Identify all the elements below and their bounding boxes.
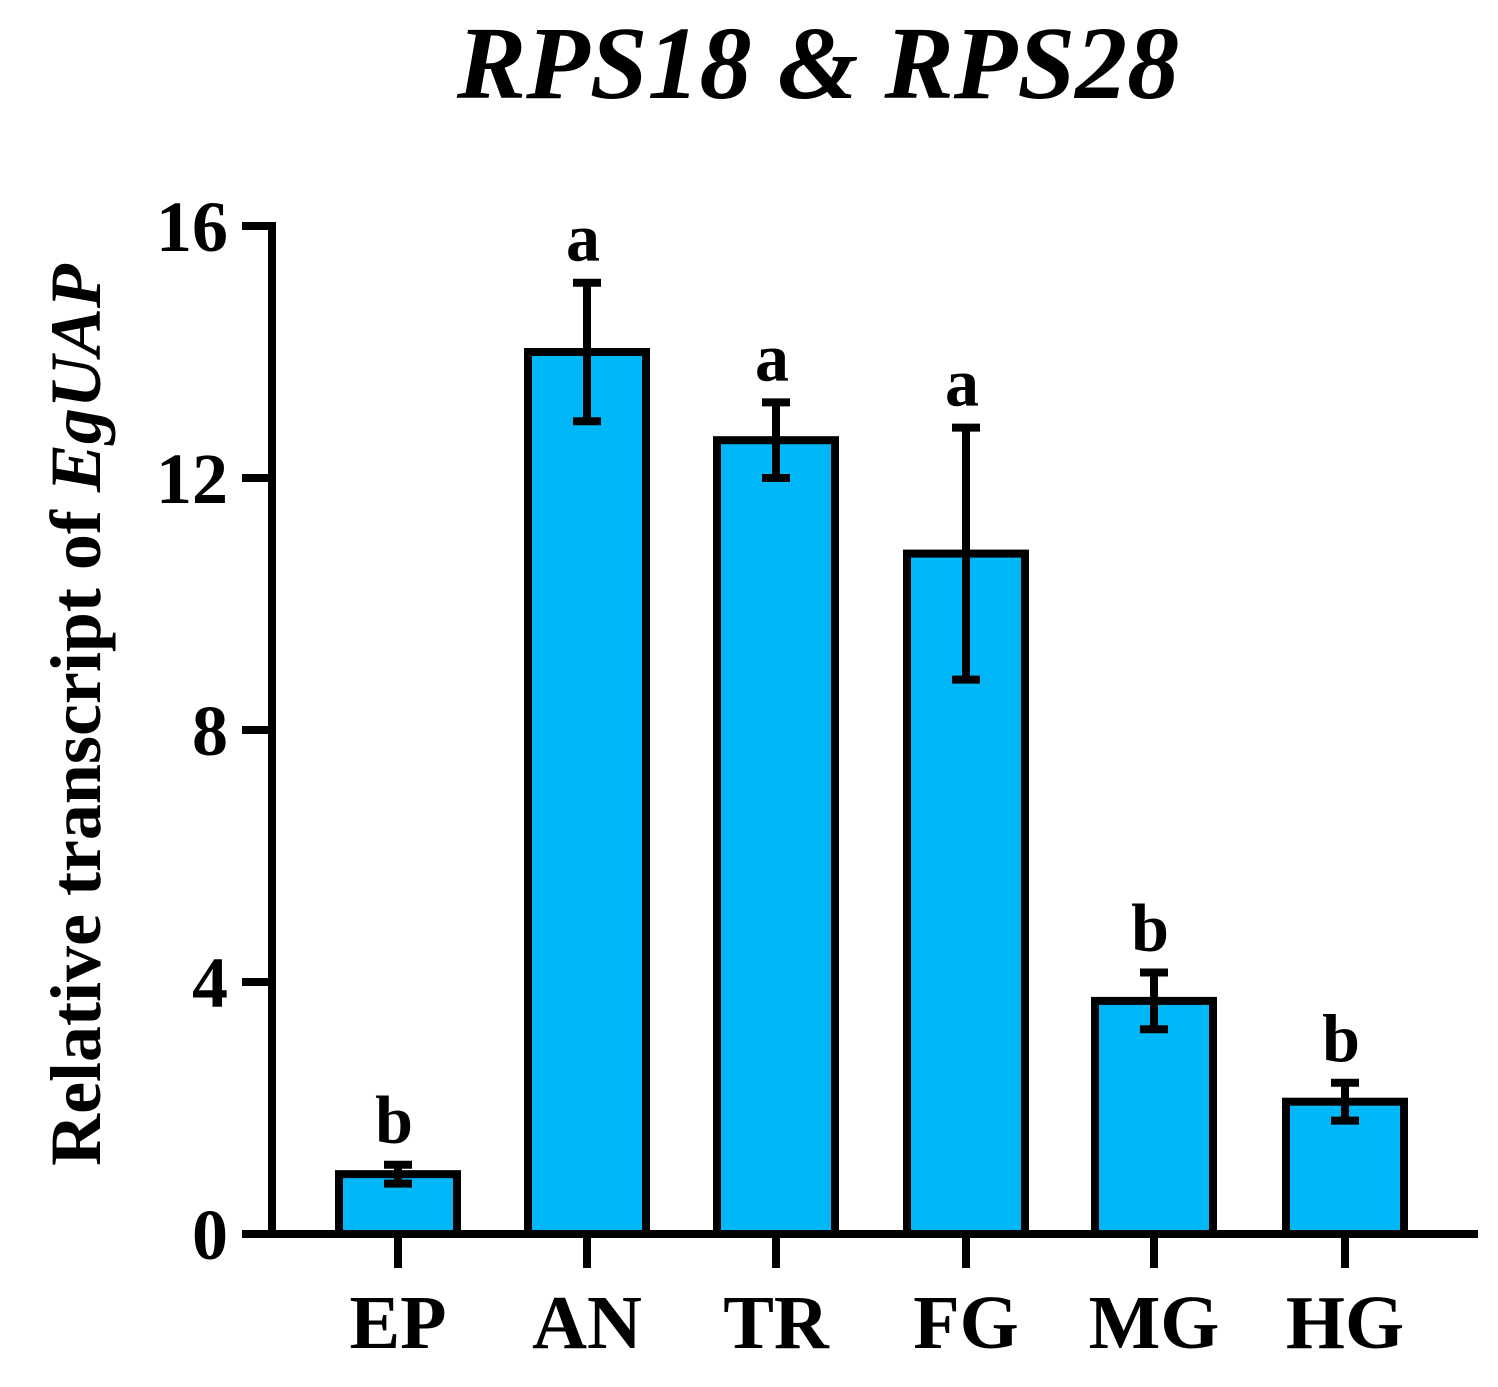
error-bar-an — [573, 278, 601, 426]
x-tick-label-mg: MG — [1089, 1281, 1220, 1365]
bar-mg — [1091, 996, 1217, 1239]
x-tick-label-fg: FG — [913, 1281, 1019, 1365]
error-bar-hg — [1331, 1078, 1359, 1125]
y-axis-label-prefix: Relative transcript of — [36, 492, 116, 1166]
error-bar-mg — [1140, 968, 1168, 1034]
x-tick-label-hg: HG — [1286, 1281, 1404, 1365]
error-bar-ep — [384, 1160, 412, 1188]
significance-label-tr: a — [755, 319, 789, 395]
error-bar-tr — [762, 398, 790, 482]
x-tick-label-an: AN — [532, 1281, 642, 1365]
chart-title: RPS18 & RPS28 — [456, 6, 1179, 121]
error-bar-fg — [952, 423, 980, 684]
y-tick-label-16: 16 — [156, 187, 228, 267]
significance-label-mg: b — [1131, 890, 1169, 966]
bars-layer — [335, 348, 1408, 1239]
y-tick-label-12: 12 — [156, 439, 228, 519]
axes-layer: EP AN TR FG MG HG 0 4 8 12 16 — [156, 187, 1478, 1365]
significance-label-hg: b — [1322, 1000, 1360, 1076]
x-tick-label-tr: TR — [723, 1281, 830, 1365]
y-tick-label-0: 0 — [192, 1195, 228, 1275]
error-bars-layer — [384, 278, 1359, 1188]
x-tick-label-ep: EP — [349, 1281, 446, 1365]
y-axis-label: Relative transcript of EgUAP — [36, 263, 116, 1166]
significance-labels-layer: b a a a b b — [375, 200, 1360, 1158]
significance-label-ep: b — [375, 1082, 413, 1158]
y-tick-label-4: 4 — [192, 943, 228, 1023]
y-tick-label-8: 8 — [192, 691, 228, 771]
significance-label-an: a — [566, 200, 600, 276]
bar-tr — [713, 436, 839, 1238]
bar-an — [524, 348, 650, 1238]
significance-label-fg: a — [945, 345, 979, 421]
y-axis-label-gene: EgUAP — [36, 263, 116, 493]
